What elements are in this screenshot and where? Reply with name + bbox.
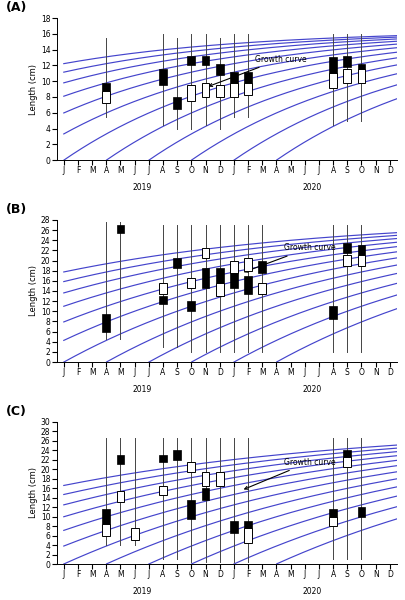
Bar <box>159 70 167 85</box>
Y-axis label: Length (cm): Length (cm) <box>29 64 38 115</box>
Text: 2020: 2020 <box>302 183 322 192</box>
Bar <box>216 85 224 97</box>
Bar <box>230 83 238 97</box>
Bar <box>343 457 351 467</box>
Bar <box>358 256 365 266</box>
Bar <box>329 517 337 526</box>
Bar <box>102 509 110 524</box>
Bar <box>117 225 124 233</box>
Bar <box>216 283 224 296</box>
Bar <box>329 306 337 319</box>
Bar <box>244 258 252 271</box>
Bar <box>343 56 351 67</box>
Text: 2019: 2019 <box>132 385 151 394</box>
Bar <box>117 455 124 464</box>
Text: (B): (B) <box>6 203 27 215</box>
Bar <box>159 283 167 293</box>
Bar <box>358 64 365 77</box>
Bar <box>202 488 209 500</box>
Bar <box>216 472 224 486</box>
Bar <box>173 258 181 268</box>
Bar <box>258 260 266 273</box>
Text: Growth curve: Growth curve <box>209 55 307 86</box>
Bar <box>188 500 195 519</box>
Bar <box>343 243 351 253</box>
Bar <box>216 268 224 283</box>
Bar <box>343 256 351 266</box>
Bar <box>102 314 110 332</box>
Bar <box>159 486 167 495</box>
Bar <box>202 83 209 97</box>
Bar <box>188 301 195 311</box>
Bar <box>244 521 252 533</box>
Bar <box>244 72 252 83</box>
Bar <box>329 73 337 88</box>
Bar <box>358 70 365 83</box>
Bar <box>202 268 209 289</box>
Bar <box>188 278 195 289</box>
Text: Growth curve: Growth curve <box>245 458 335 489</box>
Bar <box>117 491 124 502</box>
Bar <box>230 521 238 533</box>
Bar <box>202 248 209 258</box>
Bar <box>102 91 110 103</box>
Bar <box>258 283 266 293</box>
Bar <box>358 507 365 517</box>
Y-axis label: Length (cm): Length (cm) <box>29 467 38 518</box>
Bar <box>102 83 110 91</box>
Text: Growth curve: Growth curve <box>245 244 335 272</box>
Bar <box>244 529 252 542</box>
Bar <box>188 56 195 65</box>
Bar <box>159 296 167 304</box>
Bar <box>188 462 195 472</box>
Bar <box>188 85 195 101</box>
Bar <box>202 472 209 486</box>
Bar <box>216 64 224 75</box>
Text: (C): (C) <box>6 404 27 418</box>
Y-axis label: Length (cm): Length (cm) <box>29 265 38 317</box>
Text: 2020: 2020 <box>302 587 322 596</box>
Bar <box>230 268 238 289</box>
Bar <box>202 56 209 65</box>
Bar <box>102 524 110 536</box>
Text: 2020: 2020 <box>302 385 322 394</box>
Bar <box>244 83 252 95</box>
Text: 2019: 2019 <box>132 183 151 192</box>
Bar <box>343 450 351 460</box>
Text: (A): (A) <box>6 1 27 14</box>
Bar <box>244 276 252 293</box>
Bar <box>230 260 238 273</box>
Bar <box>329 58 337 77</box>
Bar <box>343 70 351 83</box>
Bar <box>173 450 181 460</box>
Bar <box>329 509 337 519</box>
Text: 2019: 2019 <box>132 587 151 596</box>
Bar <box>159 455 167 462</box>
Bar <box>230 72 238 83</box>
Bar <box>358 245 365 256</box>
Bar <box>131 529 139 541</box>
Bar <box>173 97 181 109</box>
